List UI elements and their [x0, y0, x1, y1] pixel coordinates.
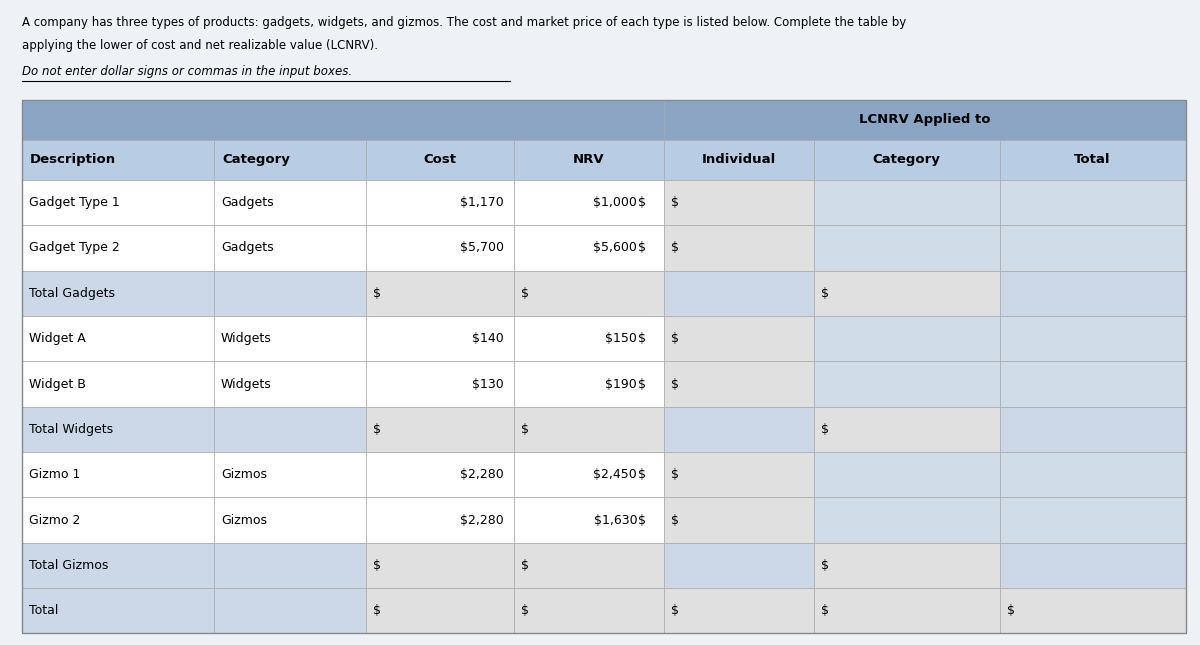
Text: $: $	[671, 604, 679, 617]
Text: Cost: Cost	[424, 154, 456, 166]
Text: $: $	[638, 241, 647, 255]
Text: $: $	[638, 513, 647, 526]
Text: Gizmos: Gizmos	[221, 513, 266, 526]
Text: Gizmos: Gizmos	[221, 468, 266, 481]
Text: Category: Category	[222, 154, 290, 166]
Text: $1,000: $1,000	[593, 196, 637, 209]
Text: $: $	[671, 196, 679, 209]
Text: $: $	[671, 241, 679, 255]
Text: Gadgets: Gadgets	[221, 241, 274, 255]
Text: Gizmo 1: Gizmo 1	[29, 468, 80, 481]
Text: NRV: NRV	[572, 154, 605, 166]
Text: Widgets: Widgets	[221, 332, 271, 345]
Text: applying the lower of cost and net realizable value (LCNRV).: applying the lower of cost and net reali…	[22, 39, 378, 52]
Text: $: $	[638, 377, 647, 390]
Text: Description: Description	[30, 154, 116, 166]
Text: $130: $130	[473, 377, 504, 390]
Text: $: $	[373, 604, 382, 617]
Text: $: $	[671, 332, 679, 345]
Text: Widgets: Widgets	[221, 377, 271, 390]
Text: Widget A: Widget A	[29, 332, 85, 345]
Text: $: $	[638, 332, 647, 345]
Text: Do not enter dollar signs or commas in the input boxes.: Do not enter dollar signs or commas in t…	[22, 64, 352, 77]
Text: Individual: Individual	[702, 154, 775, 166]
Text: $: $	[671, 513, 679, 526]
Text: Gadget Type 1: Gadget Type 1	[29, 196, 120, 209]
Text: $5,600: $5,600	[593, 241, 637, 255]
Text: $5,700: $5,700	[460, 241, 504, 255]
Text: $: $	[1007, 604, 1015, 617]
Text: $: $	[821, 287, 829, 300]
Text: $: $	[821, 604, 829, 617]
Text: $1,630: $1,630	[594, 513, 637, 526]
Text: $: $	[521, 423, 529, 436]
Text: $2,280: $2,280	[461, 468, 504, 481]
Text: $: $	[521, 604, 529, 617]
Text: Category: Category	[872, 154, 941, 166]
Text: Total: Total	[1074, 154, 1111, 166]
Text: $: $	[638, 196, 647, 209]
Text: $: $	[821, 559, 829, 572]
Text: $: $	[638, 468, 647, 481]
Text: Total Widgets: Total Widgets	[29, 423, 113, 436]
Text: $: $	[521, 287, 529, 300]
Text: Gadget Type 2: Gadget Type 2	[29, 241, 120, 255]
Text: A company has three types of products: gadgets, widgets, and gizmos. The cost an: A company has three types of products: g…	[22, 16, 906, 29]
Text: Total: Total	[29, 604, 58, 617]
Text: $2,280: $2,280	[461, 513, 504, 526]
Text: Total Gadgets: Total Gadgets	[29, 287, 115, 300]
Text: $: $	[373, 423, 382, 436]
Text: Total Gizmos: Total Gizmos	[29, 559, 108, 572]
Text: $: $	[373, 559, 382, 572]
Text: Gizmo 2: Gizmo 2	[29, 513, 80, 526]
Text: $: $	[671, 468, 679, 481]
Text: $: $	[671, 377, 679, 390]
Text: $: $	[521, 559, 529, 572]
Text: $1,170: $1,170	[461, 196, 504, 209]
Text: $190: $190	[606, 377, 637, 390]
Text: LCNRV Applied to: LCNRV Applied to	[859, 114, 990, 126]
Text: Widget B: Widget B	[29, 377, 85, 390]
Text: $140: $140	[473, 332, 504, 345]
Text: $: $	[373, 287, 382, 300]
Text: $: $	[821, 423, 829, 436]
Text: Gadgets: Gadgets	[221, 196, 274, 209]
Text: $2,450: $2,450	[594, 468, 637, 481]
Text: $150: $150	[605, 332, 637, 345]
